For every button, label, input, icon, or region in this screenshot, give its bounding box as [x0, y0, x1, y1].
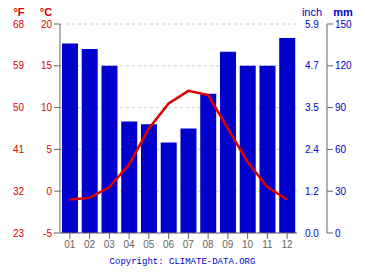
svg-text:10: 10	[41, 102, 53, 113]
svg-text:32: 32	[13, 186, 25, 197]
svg-text:5: 5	[46, 144, 52, 155]
html-text:Copyright: CLIMATE-DATA.ORG: Copyright: CLIMATE-DATA.ORG	[109, 257, 256, 267]
svg-text:20: 20	[41, 19, 53, 30]
svg-text:12: 12	[282, 239, 294, 250]
svg-text:50: 50	[13, 102, 25, 113]
svg-text:°C: °C	[40, 6, 52, 18]
svg-text:11: 11	[262, 239, 273, 250]
svg-text:08: 08	[203, 239, 215, 250]
svg-text:120: 120	[335, 60, 352, 71]
svg-text:0: 0	[335, 228, 341, 239]
svg-text:-5: -5	[43, 228, 52, 239]
svg-text:0: 0	[46, 186, 52, 197]
svg-text:59: 59	[13, 60, 25, 71]
svg-text:30: 30	[335, 186, 347, 197]
svg-text:4.7: 4.7	[305, 60, 319, 71]
svg-text:04: 04	[124, 239, 136, 250]
svg-text:90: 90	[335, 102, 347, 113]
svg-text:mm: mm	[333, 6, 353, 18]
svg-text:68: 68	[13, 19, 25, 30]
svg-text:09: 09	[222, 239, 234, 250]
svg-text:07: 07	[183, 239, 195, 250]
svg-text:5.9: 5.9	[305, 19, 319, 30]
svg-text:150: 150	[335, 19, 352, 30]
svg-text:05: 05	[143, 239, 155, 250]
svg-text:03: 03	[104, 239, 116, 250]
svg-text:10: 10	[242, 239, 254, 250]
svg-text:41: 41	[13, 144, 25, 155]
svg-text:01: 01	[64, 239, 76, 250]
svg-text:1.2: 1.2	[305, 186, 319, 197]
svg-text:3.5: 3.5	[305, 102, 319, 113]
svg-text:02: 02	[84, 239, 96, 250]
svg-text:06: 06	[163, 239, 175, 250]
svg-text:0.0: 0.0	[305, 228, 319, 239]
svg-text:inch: inch	[302, 6, 322, 18]
svg-text:°F: °F	[13, 6, 24, 18]
svg-text:23: 23	[13, 228, 25, 239]
svg-text:60: 60	[335, 144, 347, 155]
svg-text:2.4: 2.4	[305, 144, 319, 155]
svg-text:15: 15	[41, 60, 53, 71]
